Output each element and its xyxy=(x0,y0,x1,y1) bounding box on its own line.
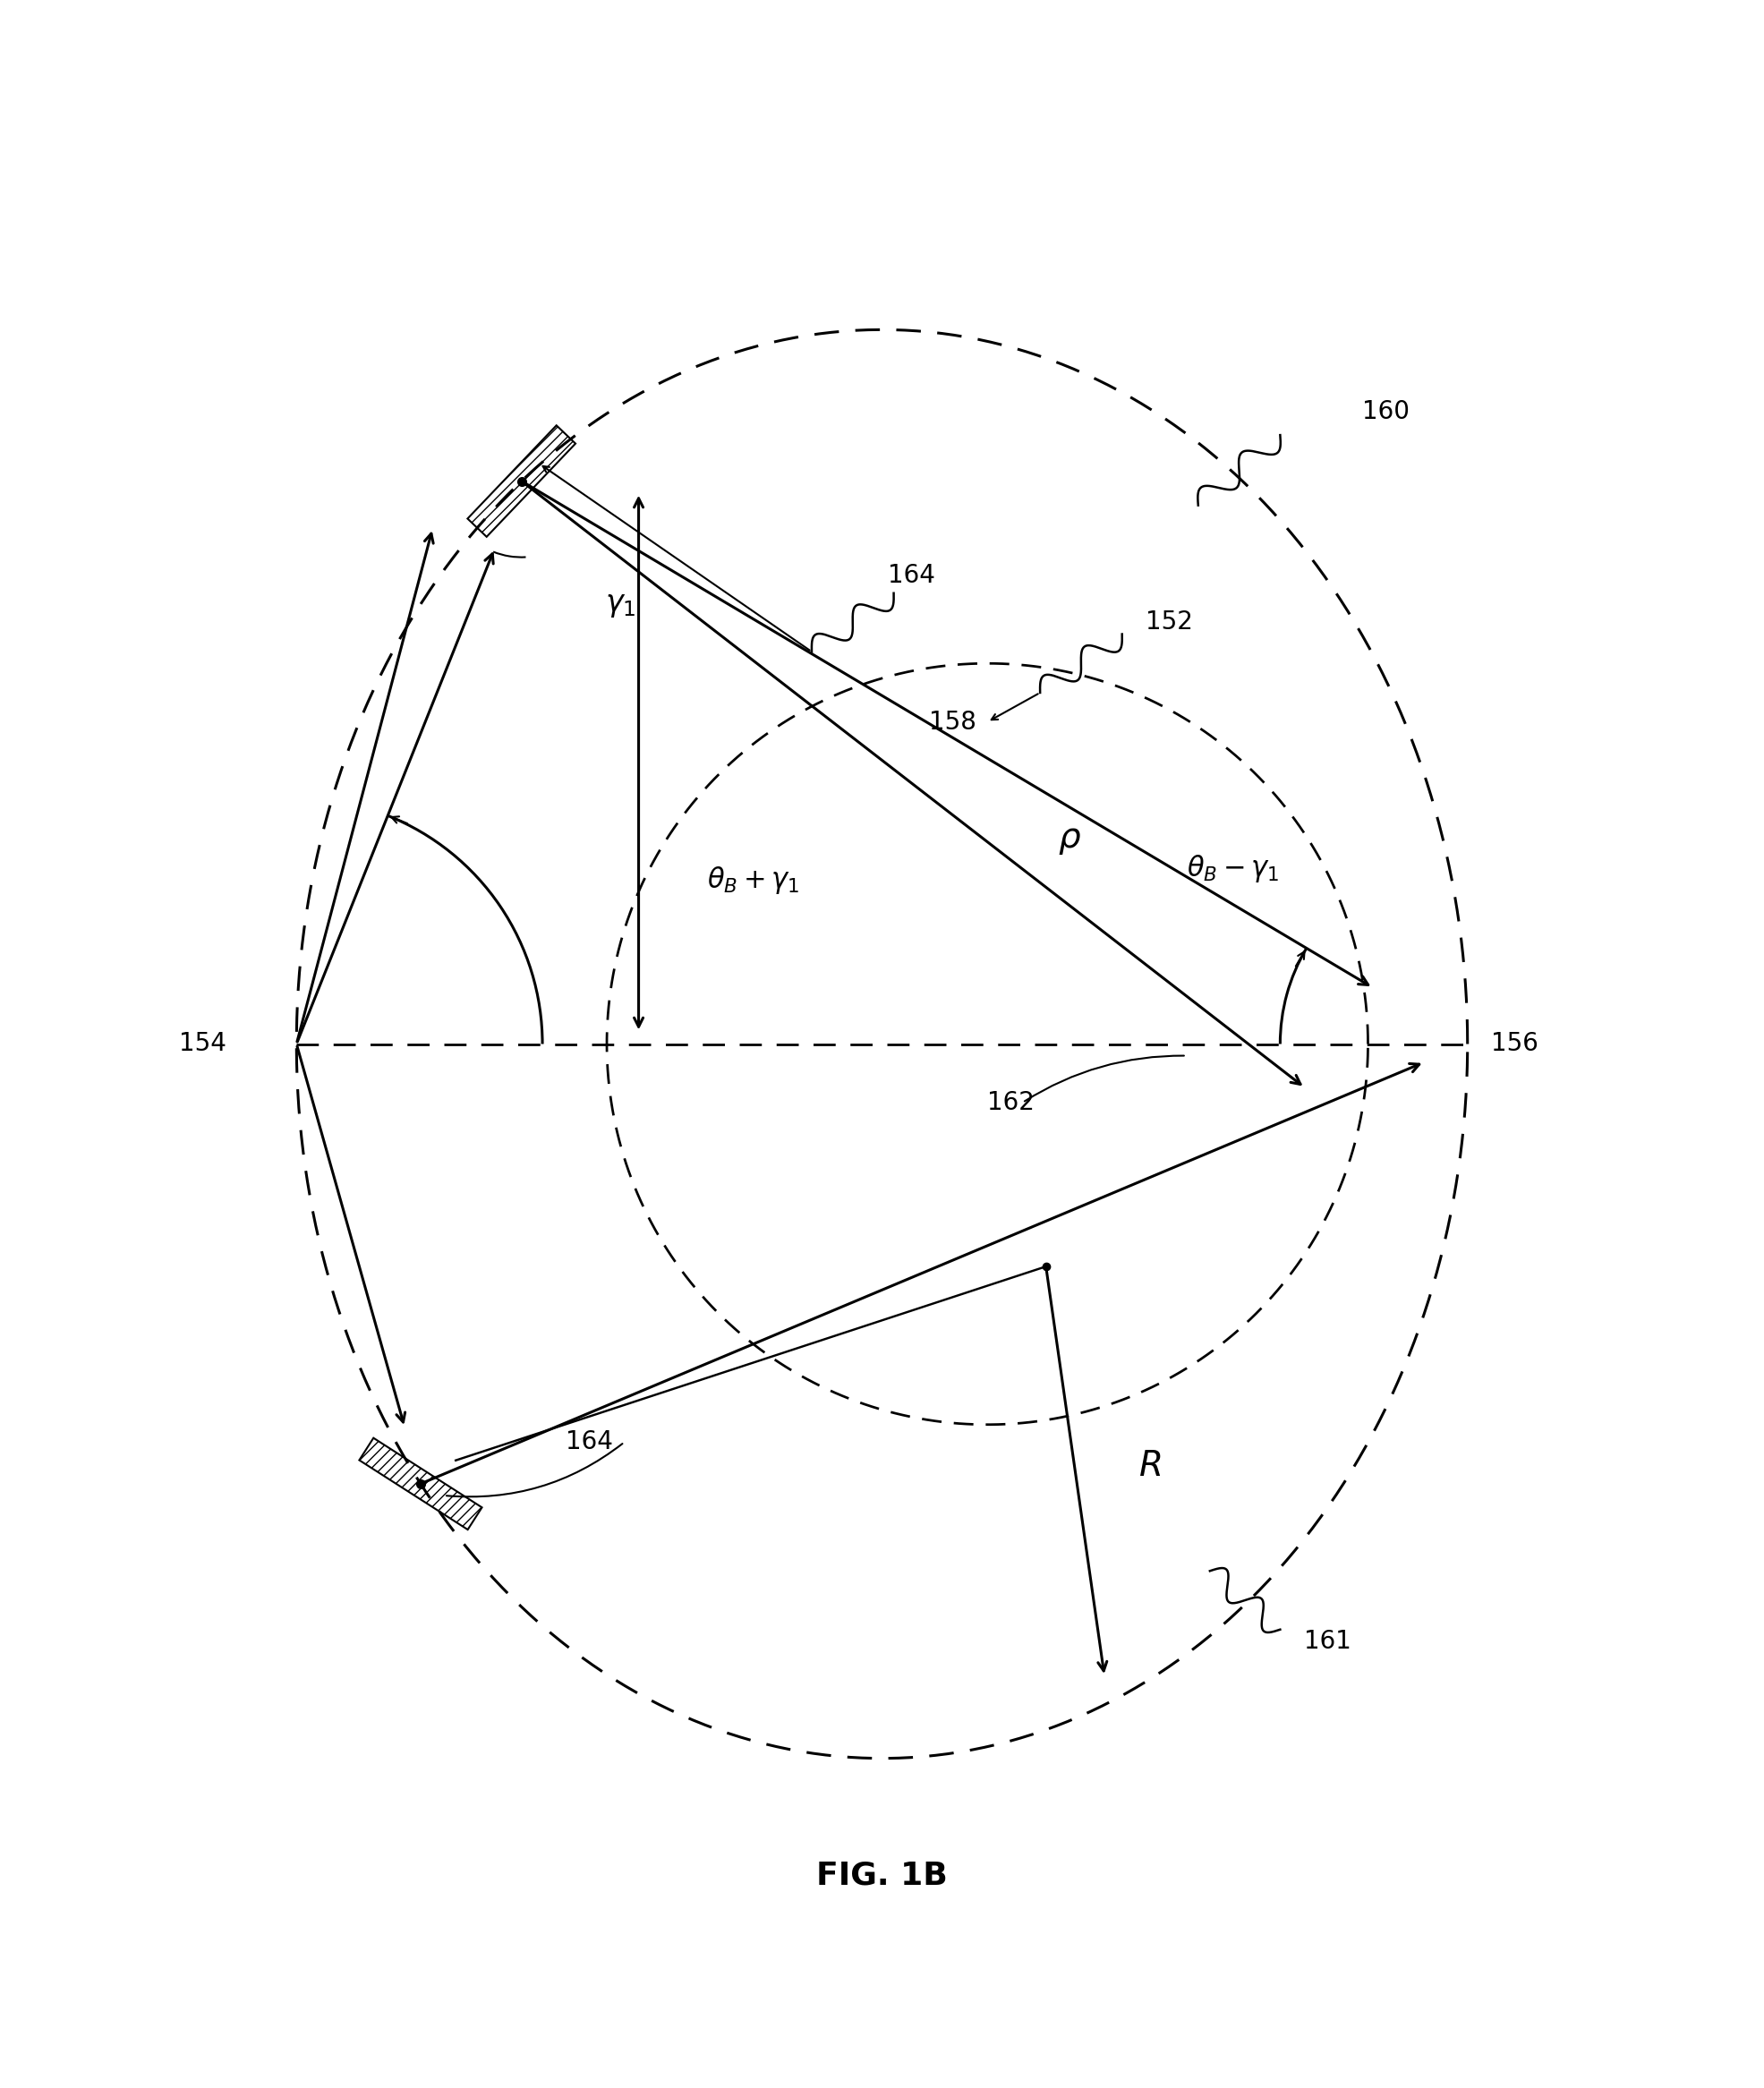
Text: FIG. 1B: FIG. 1B xyxy=(817,1860,947,1890)
Text: 162: 162 xyxy=(988,1090,1035,1115)
Text: $\rho$: $\rho$ xyxy=(1058,823,1081,856)
Text: 152: 152 xyxy=(1145,610,1192,635)
Polygon shape xyxy=(360,1439,482,1531)
Text: 160: 160 xyxy=(1362,399,1409,424)
Text: $\theta_B + \gamma_1$: $\theta_B + \gamma_1$ xyxy=(707,864,799,896)
Text: 158: 158 xyxy=(930,710,975,735)
Text: 161: 161 xyxy=(1304,1629,1351,1654)
Text: 156: 156 xyxy=(1491,1031,1538,1057)
Text: R: R xyxy=(1140,1449,1164,1482)
Polygon shape xyxy=(467,426,575,537)
Text: 164: 164 xyxy=(887,564,935,589)
Text: $\theta_B - \gamma_1$: $\theta_B - \gamma_1$ xyxy=(1187,852,1279,883)
Text: 164: 164 xyxy=(566,1430,612,1455)
Text: $\gamma_1$: $\gamma_1$ xyxy=(605,591,637,620)
Text: 154: 154 xyxy=(178,1031,226,1057)
